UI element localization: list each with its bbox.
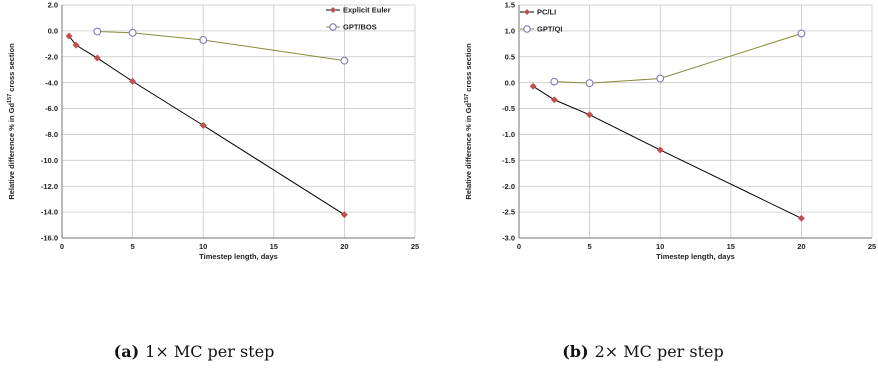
data-point-diamond: [797, 214, 805, 222]
caption-label: (a): [114, 342, 140, 361]
x-axis-label: Timestep length, days: [199, 252, 278, 261]
legend-label: GPT/QI: [537, 25, 562, 34]
x-tick-label: 10: [199, 242, 207, 251]
x-tick-label: 0: [60, 242, 64, 251]
y-tick-label: -10.0: [41, 156, 58, 165]
data-point-diamond: [586, 111, 594, 119]
caption-label: (b): [562, 342, 588, 361]
subfigure-caption: (b) 2× MC per step: [562, 342, 724, 361]
y-tick-label: 0.0: [505, 78, 515, 87]
chart-a: 2.0 0.0 -2.0 -4.0 -6.0 -8.0 -10.0 -12.0 -14.0 -16…: [7, 1, 419, 361]
y-axis-label-main: Relative difference % in Gd: [7, 103, 16, 200]
data-point-diamond: [529, 82, 537, 90]
legend-marker-circle: [523, 25, 531, 33]
y-tick-label: -16.0: [41, 234, 58, 243]
y-axis-label-superscript: 157: [7, 94, 13, 103]
y-axis-label: Relative difference % in Gd157 cross sec…: [7, 43, 16, 200]
x-tick-label: 5: [588, 242, 592, 251]
y-tick-label: -2.0: [502, 182, 515, 191]
data-point-diamond: [72, 41, 80, 49]
data-point-diamond: [340, 211, 348, 219]
y-tick-label: -8.0: [45, 130, 58, 139]
y-axis-label-superscript: 157: [464, 94, 470, 103]
x-tick-label: 15: [270, 242, 278, 251]
y-tick-label: 1.0: [505, 26, 515, 35]
data-point-diamond: [550, 96, 558, 104]
caption-text: 2× MC per step: [595, 342, 724, 361]
x-tick-label: 10: [656, 242, 664, 251]
data-point-diamond: [93, 54, 101, 62]
x-tick-label: 5: [131, 242, 135, 251]
y-tick-label: -0.5: [502, 104, 515, 113]
legend-marker-diamond: [330, 7, 336, 13]
y-axis-label-main: Relative difference % in Gd: [464, 103, 473, 200]
x-axis-label: Timestep length, days: [656, 252, 735, 261]
y-axis-label-tail: cross section: [7, 43, 16, 94]
data-point-circle: [93, 27, 102, 36]
caption-text: 1× MC per step: [145, 342, 274, 361]
data-point-diamond: [129, 77, 137, 85]
data-point-circle: [797, 29, 806, 38]
x-tick-label: 0: [517, 242, 521, 251]
y-tick-label: -1.5: [502, 156, 515, 165]
data-point-circle: [340, 56, 349, 65]
y-tick-label: -2.0: [45, 52, 58, 61]
y-tick-label: 0.5: [505, 52, 515, 61]
legend-label: GPT/BOS: [343, 23, 377, 32]
y-tick-label: -12.0: [41, 182, 58, 191]
data-point-circle: [199, 36, 208, 44]
data-point-circle: [585, 79, 594, 88]
y-tick-label: -1.0: [502, 130, 515, 139]
subfigure-caption: (a) 1× MC per step: [114, 342, 275, 361]
y-tick-label: 0.0: [48, 26, 58, 35]
y-axis-label: Relative difference % in Gd157 cross sec…: [464, 43, 473, 200]
legend-label: Explicit Euler: [343, 6, 391, 15]
y-tick-label: -6.0: [45, 104, 58, 113]
legend-marker-circle: [329, 23, 337, 31]
y-tick-label: 2.0: [48, 1, 58, 10]
legend-marker-diamond: [524, 9, 530, 15]
data-point-circle: [550, 77, 559, 86]
data-point-diamond: [199, 121, 207, 129]
x-tick-label: 25: [411, 242, 419, 251]
y-axis-label-tail: cross section: [464, 43, 473, 94]
y-tick-label: -14.0: [41, 208, 58, 217]
chart-b: 1.5 1.0 0.5 0.0 -0.5 -1.0 -1.5 -2.0 -2.5 -3.00 5 10…: [464, 1, 876, 361]
x-tick-label: 20: [797, 242, 805, 251]
x-tick-label: 15: [727, 242, 735, 251]
series-line-1: [97, 31, 345, 62]
legend-label: PC/LI: [537, 8, 556, 17]
data-point-diamond: [656, 146, 664, 154]
y-tick-label: -3.0: [502, 234, 515, 243]
x-tick-label: 25: [868, 242, 876, 251]
y-tick-label: -2.5: [502, 208, 515, 217]
data-point-diamond: [65, 32, 73, 40]
y-tick-label: -4.0: [45, 78, 58, 87]
x-tick-label: 20: [340, 242, 348, 251]
y-tick-label: 1.5: [505, 1, 515, 10]
data-point-circle: [128, 28, 137, 37]
series-line-0: [532, 85, 802, 219]
series-line-1: [554, 33, 802, 84]
data-point-circle: [656, 74, 665, 83]
